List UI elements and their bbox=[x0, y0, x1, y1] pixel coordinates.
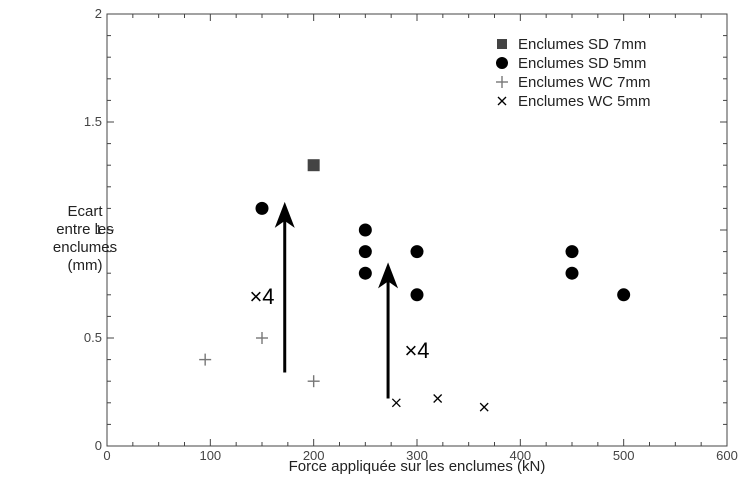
data-point-circle bbox=[617, 288, 631, 302]
x-axis-label: Force appliquée sur les enclumes (kN) bbox=[288, 458, 546, 475]
legend-marker-x bbox=[497, 96, 507, 106]
x-tick-label: 0 bbox=[103, 448, 110, 463]
data-point-circle bbox=[358, 223, 372, 237]
data-point-plus bbox=[307, 375, 320, 388]
y-tick-label: 0.5 bbox=[84, 330, 102, 345]
legend-label: Enclumes SD 5mm bbox=[518, 55, 646, 72]
data-point-circle bbox=[410, 288, 424, 302]
x-tick-label: 200 bbox=[303, 448, 325, 463]
y-axis-label: Ecart entre les enclumes (mm) bbox=[40, 203, 130, 275]
data-point-circle bbox=[565, 245, 579, 259]
annotation-multiplier-label: ×4 bbox=[404, 338, 429, 363]
annotation-multiplier-label: ×4 bbox=[249, 284, 274, 309]
x-tick-label: 600 bbox=[716, 448, 738, 463]
x-tick-label: 300 bbox=[406, 448, 428, 463]
y-axis-label-line: enclumes bbox=[52, 239, 118, 256]
y-axis-label-line: Ecart bbox=[67, 203, 103, 220]
legend-label: Enclumes WC 5mm bbox=[518, 93, 651, 110]
legend-label: Enclumes SD 7mm bbox=[518, 36, 646, 53]
y-axis-label-line: entre les bbox=[56, 221, 114, 238]
data-point-circle bbox=[358, 245, 372, 259]
y-tick-label: 1.5 bbox=[84, 114, 102, 129]
data-point-x bbox=[479, 402, 489, 412]
data-point-circle bbox=[358, 266, 372, 280]
data-point-plus bbox=[199, 353, 212, 366]
x-tick-label: 500 bbox=[613, 448, 635, 463]
data-point-plus bbox=[256, 332, 268, 344]
y-tick-label: 2 bbox=[95, 6, 102, 21]
y-tick-label: 1 bbox=[95, 222, 102, 237]
annotation-arrow-head bbox=[274, 201, 295, 228]
data-point-circle bbox=[255, 201, 269, 215]
y-tick-label: 0 bbox=[95, 438, 102, 453]
x-tick-label: 400 bbox=[509, 448, 531, 463]
legend-marker-circle bbox=[496, 57, 508, 69]
data-point-circle bbox=[565, 266, 579, 280]
annotation-arrow-head bbox=[378, 262, 399, 289]
legend-marker-plus bbox=[496, 76, 508, 88]
y-axis-label-line: (mm) bbox=[67, 257, 103, 274]
data-point-circle bbox=[410, 245, 424, 259]
data-point-square bbox=[307, 159, 320, 172]
x-tick-label: 100 bbox=[199, 448, 221, 463]
legend-marker-square bbox=[497, 39, 507, 49]
legend-label: Enclumes WC 7mm bbox=[518, 74, 651, 91]
data-point-x bbox=[433, 394, 443, 403]
data-point-x bbox=[391, 398, 401, 408]
